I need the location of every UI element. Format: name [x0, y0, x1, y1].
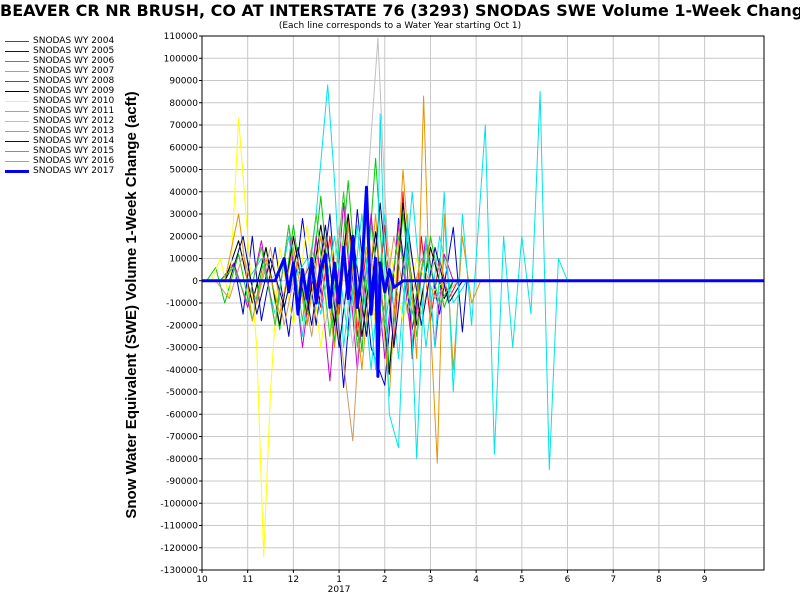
x-tick-label: 3 [428, 575, 434, 585]
y-tick-label: -60000 [166, 410, 198, 420]
y-tick-label: -50000 [166, 388, 198, 398]
y-tick-label: -80000 [166, 455, 198, 465]
legend-swatch [5, 120, 29, 122]
plot-frame [201, 35, 765, 571]
series-line-12 [292, 91, 764, 471]
legend-swatch [5, 40, 29, 42]
x-tick-label: 4 [473, 575, 479, 585]
legend-swatch [5, 130, 29, 132]
legend-swatch [5, 160, 29, 162]
y-tick-label: 10000 [169, 255, 198, 265]
y-tick-label: 110000 [164, 32, 199, 42]
y-tick-label: -90000 [166, 477, 198, 487]
legend-label: SNODAS WY 2017 [33, 166, 115, 176]
legend-item: SNODAS WY 2006 [5, 56, 114, 66]
legend-label: SNODAS WY 2004 [33, 36, 115, 46]
series-line-10 [228, 202, 463, 348]
legend-item: SNODAS WY 2009 [5, 86, 114, 96]
legend-swatch [5, 169, 29, 173]
legend-label: SNODAS WY 2011 [33, 106, 115, 116]
y-tick-label: 70000 [169, 121, 198, 131]
chart-legend: SNODAS WY 2004 SNODAS WY 2005 SNODAS WY 20… [5, 36, 114, 176]
x-tick-label: 2 [382, 575, 388, 585]
y-tick-label: -30000 [166, 344, 198, 354]
legend-label: SNODAS WY 2008 [33, 76, 115, 86]
legend-item: SNODAS WY 2004 [5, 36, 114, 46]
series-line-6 [210, 117, 445, 558]
y-tick-label: 100000 [164, 54, 199, 64]
legend-swatch [5, 90, 29, 92]
legend-label: SNODAS WY 2014 [33, 136, 115, 146]
legend-item: SNODAS WY 2015 [5, 146, 114, 156]
y-tick-label: -100000 [160, 499, 198, 509]
x-tick-label: 5 [519, 575, 525, 585]
y-tick-label: -20000 [166, 321, 198, 331]
legend-item: SNODAS WY 2007 [5, 66, 114, 76]
legend-label: SNODAS WY 2013 [33, 126, 115, 136]
series-line-13 [202, 185, 764, 378]
legend-swatch [5, 110, 29, 112]
x-tick-label: 6 [565, 575, 571, 585]
y-tick-label: 90000 [169, 77, 198, 87]
y-tick-label: 0 [192, 277, 198, 287]
x-tick-label: 7 [610, 575, 616, 585]
x-tick-label: 8 [656, 575, 662, 585]
x-tick-label: 9 [702, 575, 708, 585]
x-tick-label: 11 [242, 575, 253, 585]
legend-item: SNODAS WY 2005 [5, 46, 114, 56]
legend-swatch [5, 150, 29, 152]
legend-label: SNODAS WY 2007 [33, 66, 115, 76]
y-tick-label: -120000 [160, 544, 198, 554]
legend-label: SNODAS WY 2010 [33, 96, 115, 106]
legend-swatch [5, 60, 29, 62]
y-tick-label: -110000 [160, 522, 198, 532]
legend-item: SNODAS WY 2010 [5, 96, 114, 106]
chart-title: BEAVER CR NR BRUSH, CO AT INTERSTATE 76 … [0, 1, 800, 20]
legend-item: SNODAS WY 2017 [5, 166, 114, 176]
legend-swatch [5, 70, 29, 72]
series-line-11 [219, 191, 454, 348]
x-tick-label: 12 [288, 575, 299, 585]
x-tick-label: 10 [196, 575, 208, 585]
y-tick-label: 20000 [169, 232, 198, 242]
legend-item: SNODAS WY 2012 [5, 116, 114, 126]
y-tick-label: -70000 [166, 433, 198, 443]
legend-label: SNODAS WY 2009 [33, 86, 115, 96]
y-tick-label: 60000 [169, 143, 198, 153]
y-tick-label: 30000 [169, 210, 198, 220]
legend-label: SNODAS WY 2016 [33, 156, 115, 166]
x-tick-label: 1 [336, 575, 342, 585]
legend-swatch [5, 100, 29, 102]
legend-swatch [5, 50, 29, 52]
y-tick-label: -40000 [166, 366, 198, 376]
y-tick-label: 50000 [169, 166, 198, 176]
legend-item: SNODAS WY 2016 [5, 156, 114, 166]
y-tick-label: -130000 [160, 566, 198, 576]
legend-label: SNODAS WY 2012 [33, 116, 115, 126]
legend-label: SNODAS WY 2006 [33, 56, 115, 66]
y-tick-label: 80000 [169, 99, 198, 109]
legend-item: SNODAS WY 2014 [5, 136, 114, 146]
chart-subtitle: (Each line corresponds to a Water Year s… [278, 21, 522, 31]
y-tick-label: -10000 [166, 299, 198, 309]
x-year-label: 2017 [328, 585, 351, 595]
legend-swatch [5, 80, 29, 82]
y-tick-label: 40000 [169, 188, 198, 198]
y-axis-label: Snow Water Equivalent (SWE) Volume 1-Wee… [123, 91, 140, 518]
legend-swatch [5, 140, 29, 142]
legend-item: SNODAS WY 2008 [5, 76, 114, 86]
legend-item: SNODAS WY 2011 [5, 106, 114, 116]
legend-label: SNODAS WY 2015 [33, 146, 115, 156]
legend-item: SNODAS WY 2013 [5, 126, 114, 136]
legend-label: SNODAS WY 2005 [33, 46, 115, 56]
